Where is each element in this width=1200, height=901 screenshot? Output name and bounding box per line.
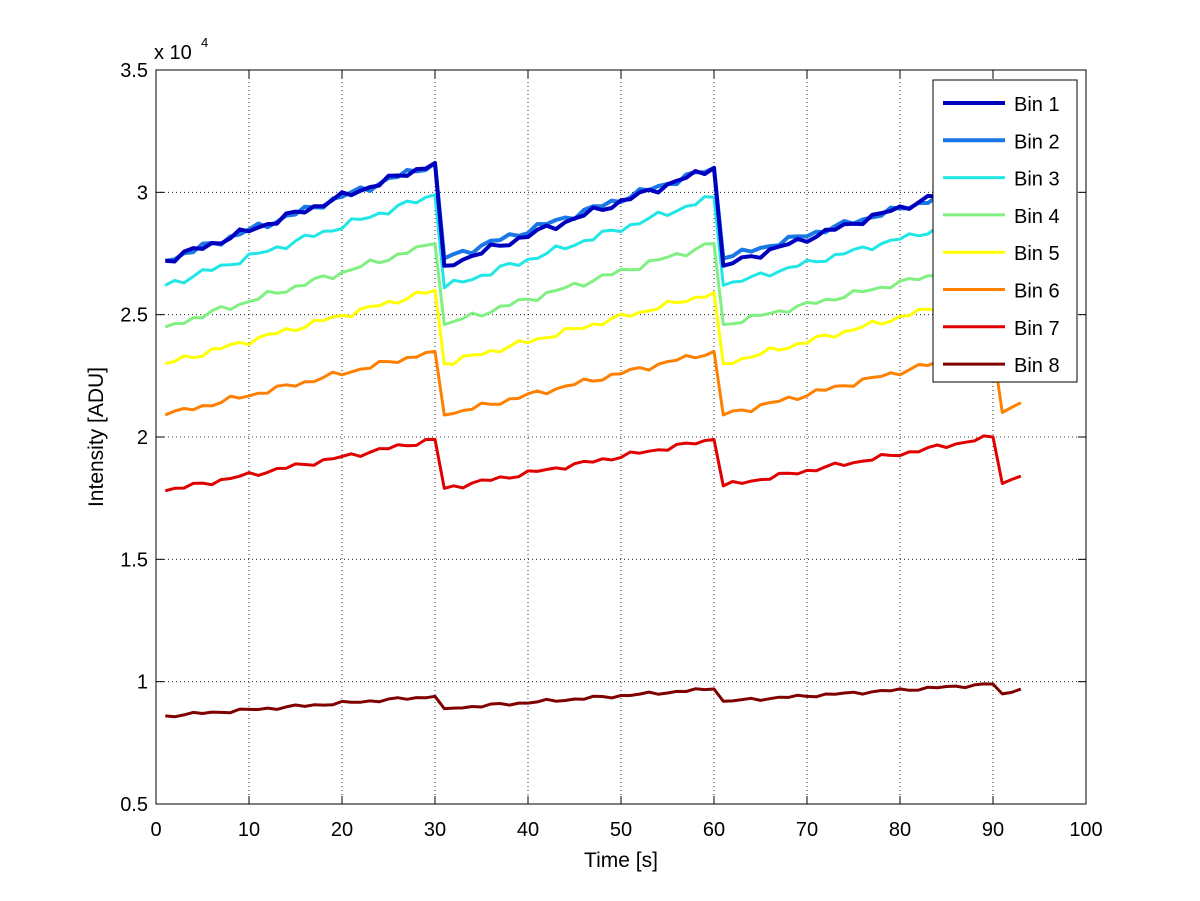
- x-tick-label: 60: [703, 819, 725, 841]
- y-axis-label: Intensity [ADU]: [85, 367, 108, 507]
- x-tick-label: 40: [517, 819, 539, 841]
- y-tick-label: 2: [137, 427, 148, 449]
- legend-label-bin-6: Bin 6: [1014, 281, 1060, 303]
- y-tick-label: 1: [137, 672, 148, 694]
- series-line-bin-1: [165, 161, 1022, 269]
- series-line-bin-3: [164, 193, 1021, 290]
- y-tick-label: 2.5: [120, 305, 148, 327]
- series-line-bin-4: [164, 242, 1021, 329]
- x-tick-label: 0: [150, 819, 161, 841]
- y-tick-labels: 0.5 1 1.5 2 2.5 3 3.5: [120, 60, 148, 816]
- x-tick-label: 100: [1069, 819, 1102, 841]
- legend-label-bin-8: Bin 8: [1014, 355, 1060, 377]
- legend-label-bin-4: Bin 4: [1014, 206, 1060, 228]
- y-tick-label: 3: [137, 182, 148, 204]
- x-tick-label: 20: [331, 819, 353, 841]
- series-layer: [164, 161, 1022, 719]
- series-line-bin-7: [164, 434, 1022, 493]
- x-tick-label: 10: [238, 819, 260, 841]
- series-line-bin-6: [164, 347, 1022, 417]
- x-tick-label: 70: [796, 819, 818, 841]
- axis-ticks: [155, 69, 1087, 805]
- x-axis-label: Time [s]: [584, 849, 658, 872]
- legend: Bin 1 Bin 2 Bin 3 Bin 4 Bin 5 Bin 6 Bin 7 Bin 8: [932, 79, 1078, 383]
- x-tick-label: 80: [889, 819, 911, 841]
- legend-label-bin-5: Bin 5: [1014, 243, 1060, 265]
- legend-box: [932, 79, 1078, 383]
- y-tick-label: 0.5: [120, 794, 148, 816]
- x-tick-labels: 0 10 20 30 40 50 60 70 80 90 100: [150, 819, 1102, 841]
- y-multiplier-label: x 10: [154, 42, 192, 64]
- legend-label-bin-2: Bin 2: [1014, 131, 1060, 153]
- x-tick-label: 90: [982, 819, 1004, 841]
- y-tick-label: 1.5: [120, 549, 148, 571]
- y-multiplier-exponent: 4: [201, 35, 208, 50]
- y-tick-label: 3.5: [120, 60, 148, 82]
- x-tick-label: 30: [424, 819, 446, 841]
- legend-label-bin-7: Bin 7: [1014, 318, 1060, 340]
- series-line-bin-8: [165, 682, 1022, 719]
- x-tick-label: 50: [610, 819, 632, 841]
- series-line-bin-5: [164, 288, 1021, 366]
- legend-label-bin-1: Bin 1: [1014, 94, 1060, 116]
- legend-label-bin-3: Bin 3: [1014, 169, 1060, 191]
